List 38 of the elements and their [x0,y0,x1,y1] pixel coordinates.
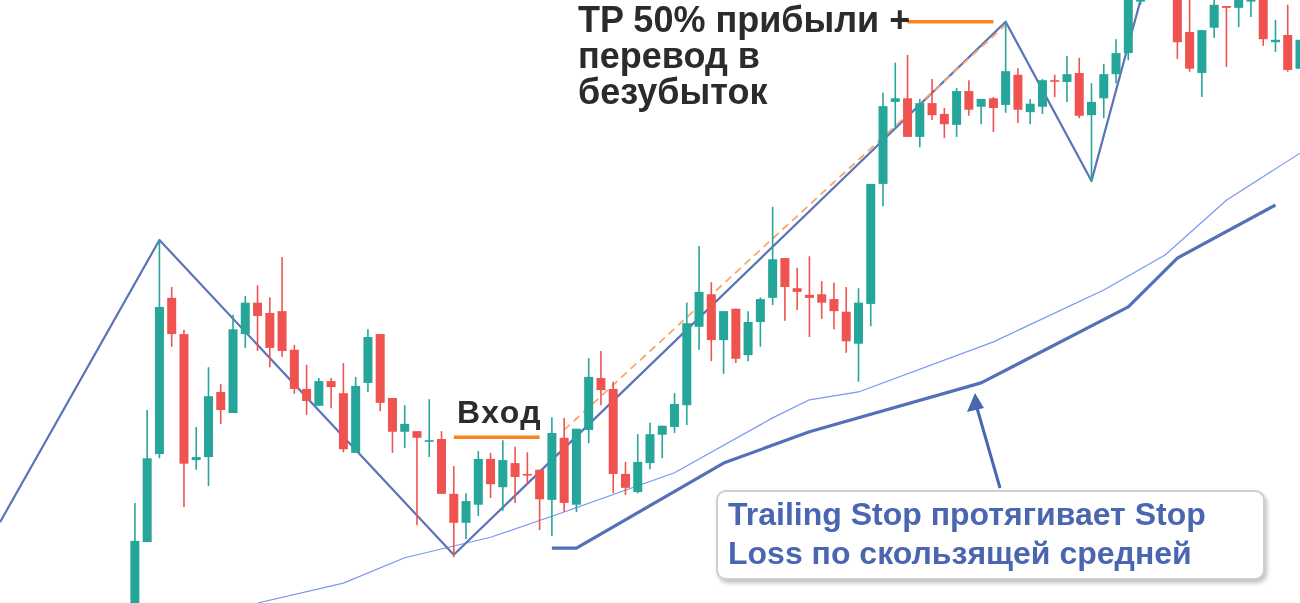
candlestick [939,107,949,139]
candlestick [424,398,434,458]
candlestick [657,424,667,460]
candlestick [596,350,606,407]
annotation: Trailing Stop протягивает Stop Loss по скользящей средней [716,490,1265,580]
candlestick [829,282,839,331]
candlestick [1234,0,1244,28]
annotation: Вход [457,394,544,431]
candlestick [964,79,974,117]
candlestick [1209,0,1219,39]
candlestick [890,61,900,130]
candlestick [510,446,520,504]
candlestick [1050,73,1060,98]
candlestick [792,266,802,311]
candlestick [1221,5,1231,68]
candlestick [412,430,422,527]
candlestick [1062,55,1072,103]
candlestick [216,383,226,425]
candlestick [927,78,937,121]
candlestick [1025,98,1035,126]
candlestick [804,255,814,338]
candlestick [522,451,532,486]
candlestick [400,404,410,449]
candlestick [461,492,471,540]
candlestick [988,96,998,133]
candlestick [326,377,336,410]
candlestick [670,392,680,434]
candlestick [620,461,630,496]
candlestick [1246,0,1256,18]
candlestick [1111,38,1121,85]
candlestick [253,284,263,352]
candlestick [302,364,312,416]
candlestick [817,280,827,320]
candlestick [755,296,765,348]
candlestick [1087,82,1097,183]
annotation: TP 50% прибыли + перевод в безубыток [578,0,912,112]
candlestick [976,98,986,126]
candlestick [191,426,201,471]
